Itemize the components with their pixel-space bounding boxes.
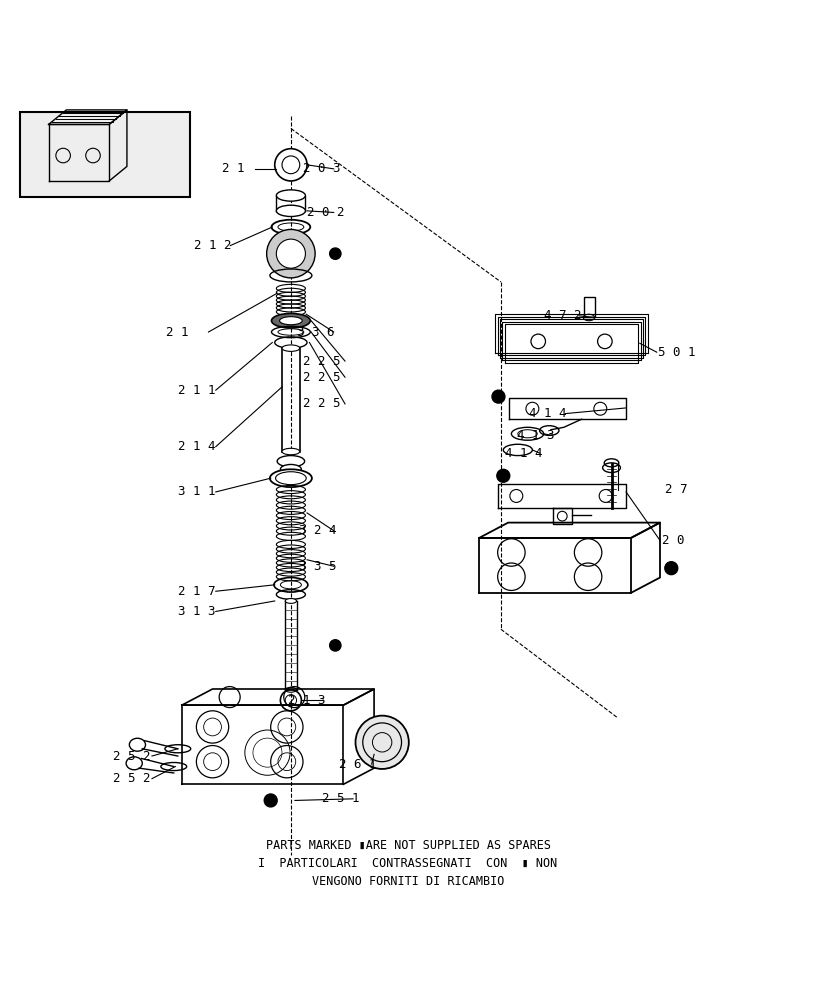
Circle shape — [267, 229, 315, 278]
Text: 2 0: 2 0 — [663, 534, 685, 547]
Bar — [20, 112, 190, 197]
Text: 2 2 5: 2 2 5 — [303, 355, 340, 368]
Text: 3 1 3: 3 1 3 — [178, 605, 215, 618]
Text: 2 0 2: 2 0 2 — [307, 206, 344, 219]
Bar — [584, 297, 595, 317]
Ellipse shape — [286, 687, 296, 692]
Text: 4 1 3: 4 1 3 — [517, 429, 555, 442]
Ellipse shape — [286, 599, 296, 603]
Text: 2 7: 2 7 — [665, 483, 687, 496]
Text: 5 0 1: 5 0 1 — [659, 346, 696, 359]
Text: 2 2 5: 2 2 5 — [303, 371, 340, 384]
Text: 3 3 6: 3 3 6 — [297, 326, 335, 339]
Ellipse shape — [280, 317, 302, 325]
Ellipse shape — [282, 345, 299, 351]
Ellipse shape — [277, 205, 305, 217]
Ellipse shape — [277, 456, 304, 467]
Text: VENGONO FORNITI DI RICAMBIO: VENGONO FORNITI DI RICAMBIO — [312, 875, 504, 888]
Text: PARTS MARKED ▮ARE NOT SUPPLIED AS SPARES: PARTS MARKED ▮ARE NOT SUPPLIED AS SPARES — [265, 839, 551, 852]
Text: 2 1 2: 2 1 2 — [194, 239, 232, 252]
Text: 2 0 3: 2 0 3 — [303, 162, 340, 175]
Text: 4 1 4: 4 1 4 — [505, 447, 543, 460]
Text: 3 2 4: 3 2 4 — [299, 524, 336, 537]
Circle shape — [330, 248, 341, 259]
Ellipse shape — [277, 190, 305, 201]
Text: 4 7 2: 4 7 2 — [543, 309, 581, 322]
Ellipse shape — [272, 313, 310, 328]
Circle shape — [492, 390, 505, 403]
Text: 3 3 5: 3 3 5 — [299, 560, 336, 573]
Circle shape — [497, 469, 510, 482]
Circle shape — [264, 794, 277, 807]
Text: 2 2 5: 2 2 5 — [303, 397, 340, 410]
Text: 2 1 4: 2 1 4 — [178, 440, 215, 453]
Ellipse shape — [282, 448, 299, 455]
Ellipse shape — [281, 464, 301, 474]
Circle shape — [665, 562, 678, 575]
Text: I  PARTICOLARI  CONTRASSEGNATI  CON  ▮ NON: I PARTICOLARI CONTRASSEGNATI CON ▮ NON — [259, 857, 557, 870]
Text: 2 1: 2 1 — [222, 162, 245, 175]
Circle shape — [277, 239, 305, 268]
Circle shape — [356, 716, 409, 769]
Text: 2 1 3: 2 1 3 — [289, 694, 326, 707]
Ellipse shape — [270, 469, 312, 487]
Text: 2 1 7: 2 1 7 — [178, 585, 215, 598]
Text: 2 1 1: 2 1 1 — [178, 384, 215, 397]
Text: 2 5 2: 2 5 2 — [113, 750, 151, 763]
Text: 2 5 2: 2 5 2 — [113, 772, 151, 785]
Text: 4 1 4: 4 1 4 — [529, 407, 566, 420]
Text: 2 6 1: 2 6 1 — [339, 758, 377, 771]
Text: 2 1: 2 1 — [166, 326, 188, 339]
Circle shape — [330, 640, 341, 651]
Text: 2 5 1: 2 5 1 — [322, 792, 359, 805]
Text: 3 1 1: 3 1 1 — [178, 485, 215, 498]
Circle shape — [275, 149, 307, 181]
